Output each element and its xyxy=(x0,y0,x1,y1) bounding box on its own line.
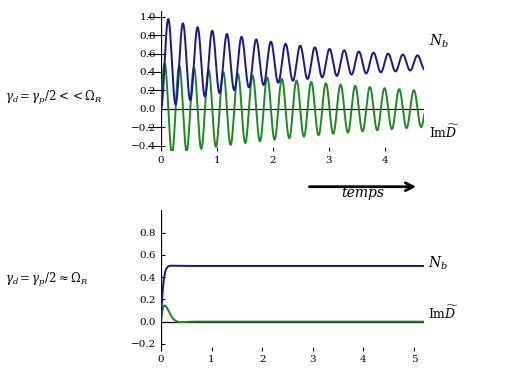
Text: Im$\widetilde{D}$: Im$\widetilde{D}$ xyxy=(428,305,458,323)
Text: $N_b$: $N_b$ xyxy=(429,33,449,50)
Text: temps: temps xyxy=(341,186,384,200)
Text: $N_b$: $N_b$ xyxy=(428,255,448,272)
Text: $\gamma_d = \gamma_p / 2 \approx \Omega_R$: $\gamma_d = \gamma_p / 2 \approx \Omega_… xyxy=(5,272,88,289)
Text: Im$\widetilde{D}$: Im$\widetilde{D}$ xyxy=(429,123,459,141)
Text: $\gamma_d = \gamma_p / 2 << \Omega_R$: $\gamma_d = \gamma_p / 2 << \Omega_R$ xyxy=(5,89,103,107)
